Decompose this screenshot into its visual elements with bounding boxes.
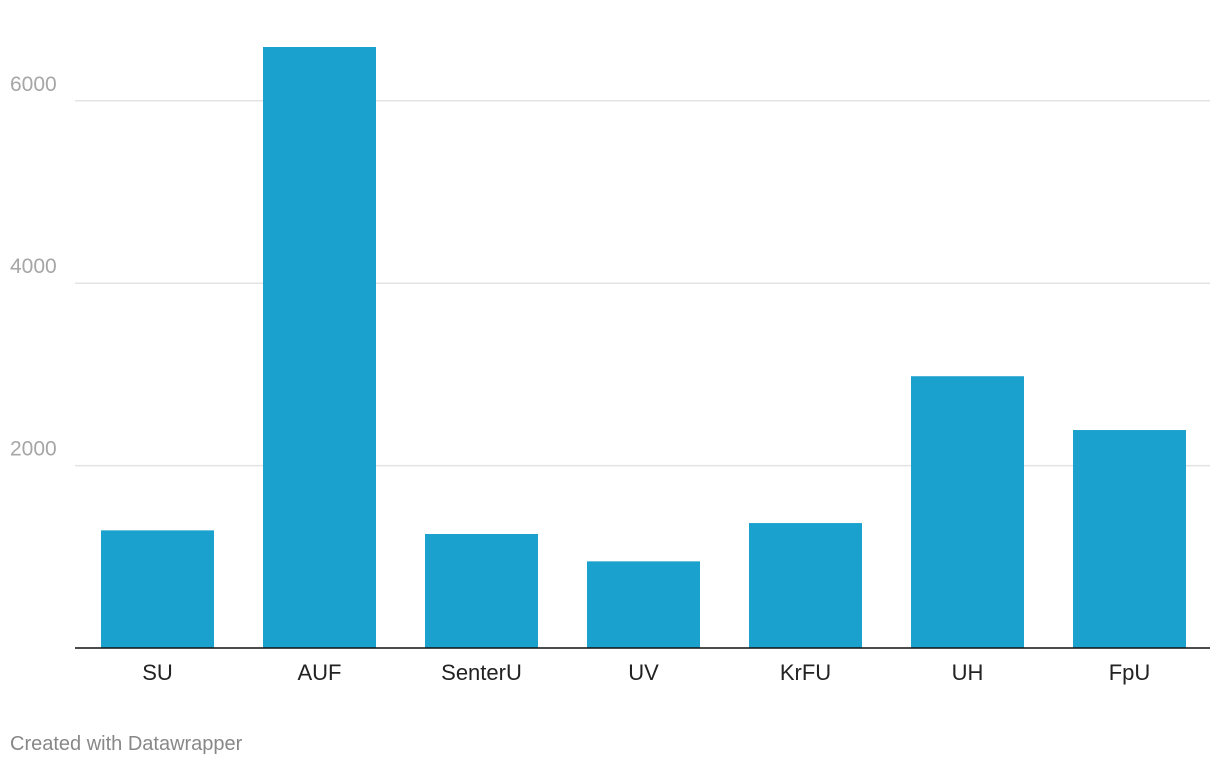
- bar-auf: [263, 46, 376, 648]
- bar-senteru: [425, 534, 538, 648]
- x-tick-label: UV: [628, 660, 659, 685]
- y-tick-label: 4000: [10, 255, 57, 278]
- x-tick-label: KrFU: [780, 660, 831, 685]
- y-tick-label: 2000: [10, 438, 57, 461]
- x-tick-label: UH: [952, 660, 984, 685]
- bar-uh: [911, 376, 1024, 648]
- x-tick-label: SU: [142, 660, 173, 685]
- bar-krfu: [749, 523, 862, 648]
- bars: [101, 46, 1186, 648]
- axes: 2000 4000 6000 SU AUF SenterU UV KrFU UH FpU: [10, 73, 1210, 685]
- bar-uv: [587, 561, 700, 648]
- x-tick-label: FpU: [1109, 660, 1151, 685]
- y-tick-label: 6000: [10, 73, 57, 96]
- x-tick-label: AUF: [298, 660, 342, 685]
- credit-text: Created with Datawrapper: [10, 733, 243, 755]
- x-tick-label: SenterU: [441, 660, 522, 685]
- gridlines: [75, 100, 1210, 467]
- bar-su: [101, 530, 214, 648]
- bar-fpu: [1073, 430, 1186, 648]
